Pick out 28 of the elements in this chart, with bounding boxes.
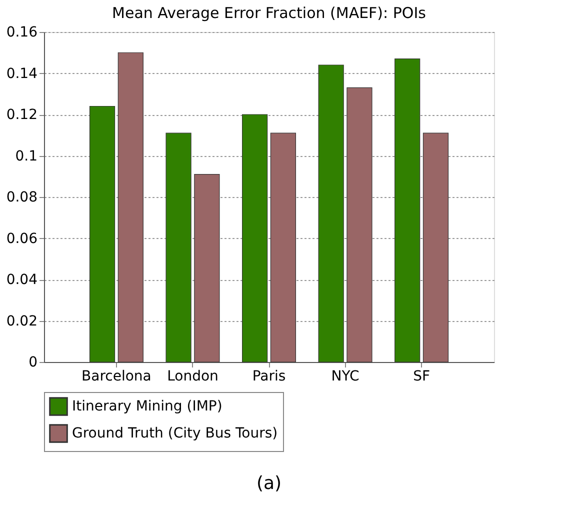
bar: [318, 64, 344, 362]
y-tick-label: 0.08: [6, 190, 38, 206]
bar: [118, 52, 144, 362]
text: (a): [256, 473, 282, 494]
x-tick-label: Barcelona: [82, 368, 152, 384]
y-tick-label: 0: [28, 354, 38, 370]
legend-label: Itinerary Mining (IMP): [72, 398, 222, 414]
x-tick-label: Paris: [252, 368, 286, 384]
bar: [166, 132, 192, 362]
legend-label: Ground Truth (City Bus Tours): [72, 426, 278, 442]
y-tick-label: 0.04: [6, 272, 38, 288]
bar: [194, 174, 220, 362]
y-tick-label: 0.06: [6, 230, 38, 247]
y-tick-label: 0.1: [15, 148, 38, 164]
bar: [242, 114, 268, 362]
y-tick-label: 0.14: [6, 66, 38, 82]
bar: [394, 58, 420, 362]
x-tick-label: London: [167, 368, 218, 384]
x-tick-label: SF: [413, 368, 430, 384]
bar: [89, 106, 116, 362]
chart-title: Mean Average Error Fraction (MAEF): POIs: [112, 4, 426, 22]
y-tick-label: 0.12: [6, 107, 38, 123]
y-tick-label: 0.16: [6, 24, 38, 40]
x-tick-label: NYC: [331, 368, 360, 384]
bar: [270, 132, 296, 362]
y-tick-label: 0.02: [6, 313, 38, 330]
bar: [346, 87, 372, 362]
bar: [422, 132, 449, 362]
